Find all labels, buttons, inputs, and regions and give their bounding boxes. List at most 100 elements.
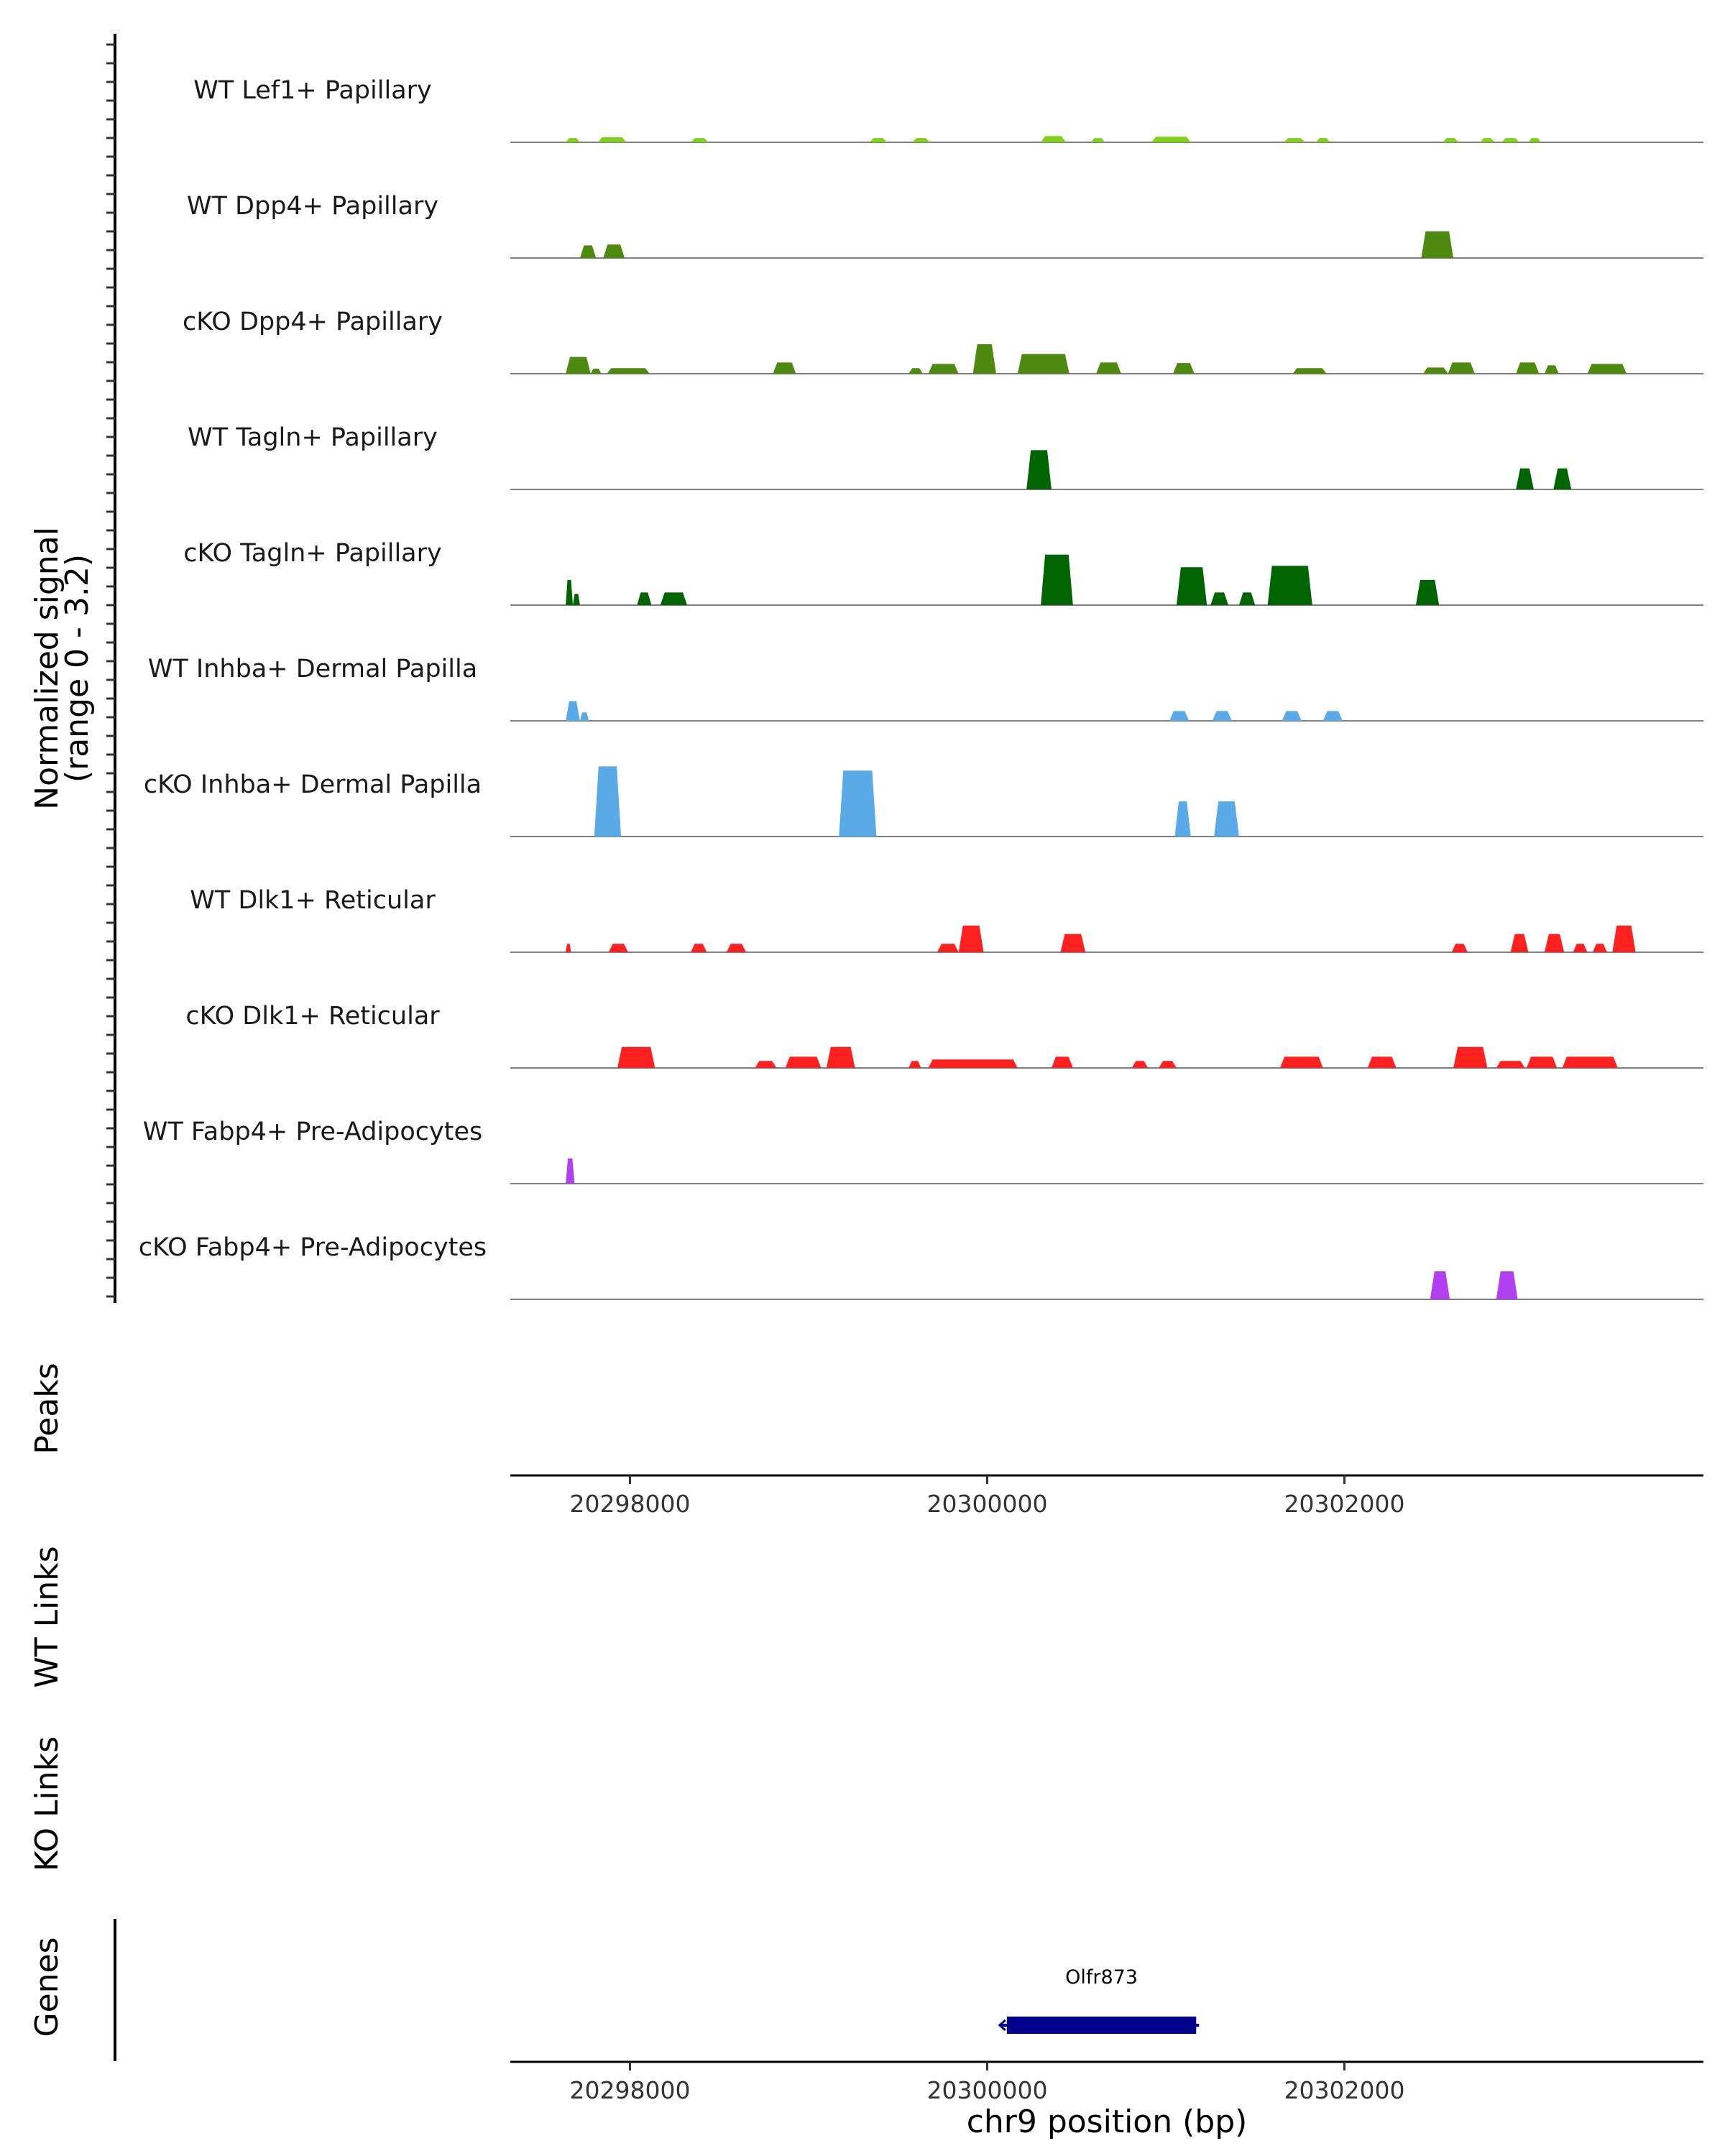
signal-peak [579,245,597,258]
signal-peak [1017,354,1070,374]
signal-peak [1415,579,1440,605]
track-label: WT Dpp4+ Papillary [187,192,438,221]
signal-peak [1430,1271,1450,1299]
signal-peak [1480,138,1495,142]
signal-peak [1090,138,1105,142]
signal-peak [1592,944,1607,952]
track-label: cKO Inhba+ Dermal Papilla [144,770,482,799]
signal-peak [1026,450,1052,489]
gene-strand-arrow [998,2019,1006,2032]
signal-peak [1284,138,1305,142]
signal-peak [1267,566,1312,605]
signal-peak [1453,1046,1488,1068]
track-label: cKO Dlk1+ Reticular [185,1002,440,1031]
signal-peak [1528,138,1541,142]
gene-annotations: Olfr873 [998,1966,1200,2034]
signal-peak [1322,711,1343,721]
coverage-track: WT Dlk1+ Reticular [190,886,1703,953]
x-tick-label: 20300000 [927,2076,1048,2104]
signal-peak [566,701,580,721]
coverage-tracks: WT Lef1+ Papillary WT Dpp4+ Papillary cKO … [139,76,1703,1300]
signal-peak [1238,592,1256,605]
signal-peak [1367,1056,1397,1068]
signal-peak [908,1061,921,1068]
signal-peak [1159,1061,1177,1068]
signal-peak [912,138,930,142]
peaks-x-ticks: 20298000 20300000 20302000 [570,1475,1405,1518]
signal-peak [826,1046,855,1068]
coverage-track: cKO Inhba+ Dermal Papilla [144,766,1703,837]
signal-peak [1280,1056,1323,1068]
genes-section-label: Genes [29,1937,65,2037]
signal-peak [1516,362,1540,374]
signal-peak [1510,934,1529,952]
signal-peak [972,344,996,374]
signal-peak [928,1059,1018,1068]
coverage-track: WT Lef1+ Papillary [193,76,1703,143]
coverage-track: cKO Tagln+ Papillary [183,539,1703,606]
signal-peak [1292,368,1327,374]
signal-peak [660,592,688,605]
signal-peak [594,766,622,837]
signal-peak [1516,468,1534,489]
signal-peak [869,138,888,142]
coverage-track: WT Inhba+ Dermal Papilla [148,655,1703,722]
signal-peak [958,925,984,952]
signal-peak [1612,925,1636,952]
track-label: cKO Dpp4+ Papillary [183,308,443,336]
signal-peak [1212,711,1232,721]
signal-peak [937,944,959,952]
signal-peak [1526,1056,1558,1068]
coverage-track: cKO Dlk1+ Reticular [185,1002,1703,1069]
signal-peak [566,138,580,142]
signal-peak [597,137,627,142]
y-axis-range: (range 0 - 3.2) [59,554,96,783]
signal-peak [1151,137,1191,142]
signal-peak [1214,801,1239,837]
signal-peak [590,368,602,374]
track-label: WT Lef1+ Papillary [193,76,432,105]
signal-peak [1501,138,1520,142]
signal-peak [572,594,580,605]
gene-body [1006,2017,1197,2034]
signal-peak [1210,592,1228,605]
coverage-track: WT Tagln+ Papillary [188,423,1703,490]
track-label: cKO Tagln+ Papillary [183,539,442,568]
coverage-track: cKO Dpp4+ Papillary [183,308,1703,374]
signal-peak [1443,138,1459,142]
x-tick-label: 20302000 [1284,2076,1405,2104]
signal-peak [1422,367,1448,374]
signal-peak [1060,934,1086,952]
signal-peak [690,138,709,142]
track-label: WT Inhba+ Dermal Papilla [148,655,477,683]
signal-peak [566,356,591,374]
signal-peak [690,944,707,952]
signal-peak [1451,944,1468,952]
signal-peak [1131,1061,1149,1068]
signal-peak [1553,468,1572,489]
x-tick-label: 20298000 [570,2076,691,2104]
genes-x-ticks: 20298000 20300000 20302000 [570,2062,1405,2104]
signal-peak [608,944,629,952]
signal-peak [785,1056,822,1068]
wt-links-section-label: WT Links [29,1546,65,1687]
x-tick-label: 20302000 [1284,1490,1405,1518]
coverage-track: WT Fabp4+ Pre-Adipocytes [143,1118,1703,1184]
signal-peak [637,592,652,605]
y-axis-title: Normalized signal [29,527,65,810]
peaks-section-label: Peaks [29,1363,65,1454]
signal-peak [1448,362,1475,374]
signal-peak [1041,136,1066,142]
signal-peak [1282,711,1302,721]
signal-peak [755,1061,777,1068]
ko-links-section-label: KO Links [29,1736,65,1871]
signal-peak [1421,231,1454,258]
gene-label: Olfr873 [1065,1966,1138,1989]
track-label: cKO Fabp4+ Pre-Adipocytes [139,1233,487,1262]
signal-peak [1544,365,1559,374]
signal-peak [603,244,625,258]
signal-peak [1544,934,1565,952]
signal-peak [1041,554,1073,605]
signal-peak [1174,801,1191,837]
